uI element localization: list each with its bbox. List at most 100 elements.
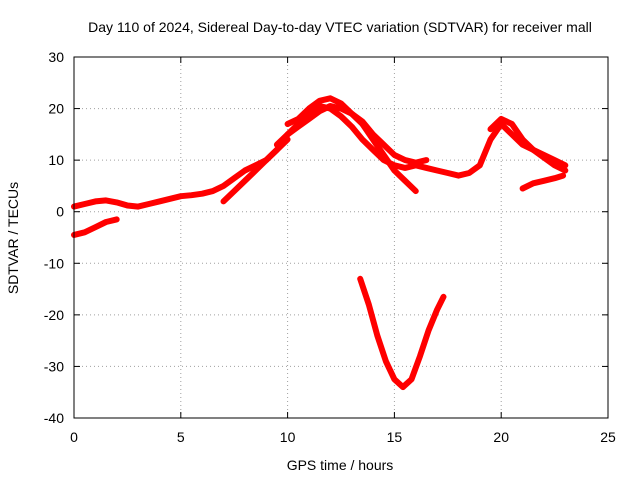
data-point bbox=[124, 203, 130, 208]
data-point bbox=[391, 376, 397, 382]
data-point bbox=[488, 137, 493, 142]
data-point bbox=[520, 137, 526, 142]
y-tick-label: 20 bbox=[48, 101, 64, 117]
series-track-6 bbox=[357, 275, 447, 391]
series-track-1 bbox=[71, 103, 569, 210]
data-point bbox=[530, 180, 536, 186]
data-point bbox=[82, 229, 88, 235]
data-point bbox=[199, 191, 205, 197]
data-point bbox=[413, 160, 419, 166]
data-point bbox=[357, 276, 363, 282]
data-point bbox=[456, 173, 461, 179]
data-point bbox=[541, 152, 547, 158]
data-point bbox=[253, 168, 259, 173]
data-point bbox=[402, 178, 408, 184]
data-point bbox=[338, 106, 344, 112]
data-point bbox=[498, 116, 504, 122]
data-point bbox=[423, 157, 429, 163]
data-point bbox=[82, 201, 88, 207]
data-point bbox=[366, 302, 372, 307]
x-tick-label: 5 bbox=[177, 429, 185, 445]
x-tick-label: 10 bbox=[280, 429, 296, 445]
data-point bbox=[306, 106, 312, 112]
series-layer bbox=[71, 95, 569, 391]
y-tick-label: -20 bbox=[44, 307, 64, 323]
data-point bbox=[92, 224, 98, 230]
data-point bbox=[370, 131, 376, 137]
data-point bbox=[167, 196, 173, 202]
data-point bbox=[349, 124, 355, 130]
data-point bbox=[413, 188, 419, 194]
data-point bbox=[103, 219, 109, 225]
data-point bbox=[103, 197, 109, 203]
data-point bbox=[338, 113, 344, 119]
data-point bbox=[445, 170, 451, 176]
y-axis-label: SDTVAR / TECUs bbox=[5, 182, 21, 294]
data-point bbox=[146, 201, 152, 207]
data-point bbox=[488, 126, 493, 132]
data-point bbox=[178, 193, 184, 199]
data-point bbox=[417, 353, 423, 359]
data-point bbox=[381, 152, 387, 158]
data-point bbox=[530, 147, 536, 153]
data-point bbox=[327, 103, 333, 109]
data-point bbox=[552, 157, 558, 163]
data-point bbox=[263, 157, 269, 163]
data-point bbox=[295, 116, 301, 122]
data-point bbox=[562, 168, 568, 173]
data-point bbox=[383, 358, 389, 364]
data-point bbox=[327, 95, 333, 101]
data-point bbox=[285, 121, 291, 127]
x-tick-label: 25 bbox=[600, 429, 616, 445]
chart-title: Day 110 of 2024, Sidereal Day-to-day VTE… bbox=[88, 19, 592, 35]
data-point bbox=[466, 170, 472, 176]
data-point bbox=[306, 116, 312, 122]
data-point bbox=[231, 188, 237, 194]
data-point bbox=[391, 152, 397, 158]
x-axis-label: GPS time / hours bbox=[287, 457, 394, 473]
data-point bbox=[441, 294, 446, 300]
data-point bbox=[541, 178, 547, 184]
data-point bbox=[562, 162, 568, 168]
data-point bbox=[509, 131, 515, 137]
data-point bbox=[274, 147, 280, 153]
plot-frame bbox=[73, 56, 609, 419]
y-tick-label: -10 bbox=[44, 255, 64, 271]
data-point bbox=[552, 175, 558, 181]
data-point bbox=[285, 131, 291, 137]
y-tick-label: -30 bbox=[44, 358, 64, 374]
y-tick-label: 0 bbox=[56, 204, 64, 220]
data-point bbox=[477, 162, 483, 168]
data-point bbox=[359, 119, 365, 124]
data-point bbox=[114, 216, 120, 222]
data-point bbox=[189, 192, 194, 198]
x-tick-label: 0 bbox=[70, 429, 78, 445]
data-point bbox=[434, 168, 440, 173]
data-point bbox=[349, 111, 355, 117]
data-point bbox=[509, 121, 515, 127]
data-point bbox=[114, 199, 120, 205]
data-point bbox=[285, 137, 291, 142]
data-point bbox=[221, 198, 226, 204]
data-point bbox=[426, 327, 432, 333]
x-tick-label: 20 bbox=[493, 429, 509, 445]
data-point bbox=[374, 333, 380, 338]
x-tick-label: 15 bbox=[387, 429, 403, 445]
data-point bbox=[402, 165, 408, 171]
data-point bbox=[400, 384, 406, 390]
data-point bbox=[242, 168, 248, 173]
data-point bbox=[338, 100, 344, 106]
data-point bbox=[231, 175, 237, 181]
y-tick-label: 10 bbox=[48, 152, 64, 168]
data-point bbox=[434, 307, 440, 313]
data-point bbox=[135, 204, 141, 210]
data-point bbox=[359, 137, 365, 142]
data-point bbox=[560, 173, 566, 179]
data-point bbox=[295, 124, 301, 130]
data-point bbox=[370, 147, 376, 153]
data-point bbox=[423, 165, 429, 171]
data-point bbox=[156, 198, 162, 204]
data-point bbox=[317, 98, 323, 104]
data-point bbox=[520, 186, 526, 191]
data-point bbox=[92, 198, 98, 204]
